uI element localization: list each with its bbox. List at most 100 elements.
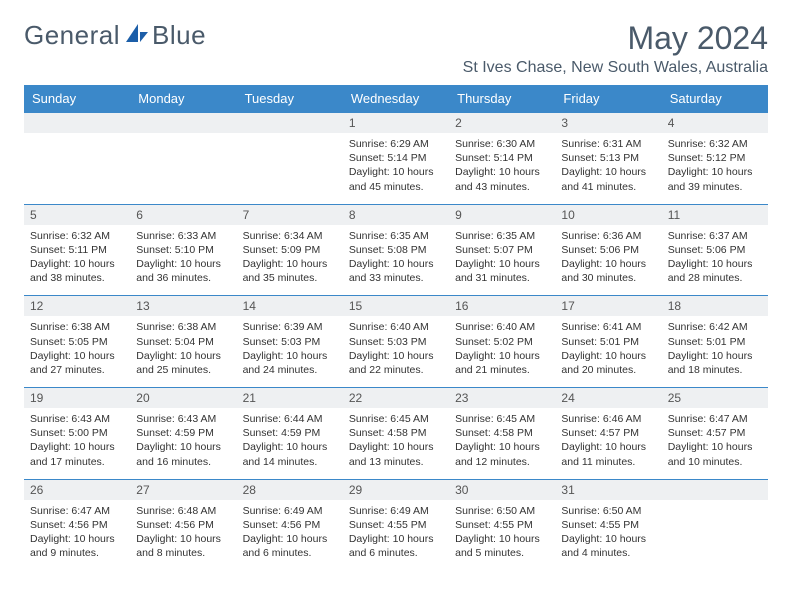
- location: St Ives Chase, New South Wales, Australi…: [463, 59, 768, 77]
- calendar-cell: 2Sunrise: 6:30 AMSunset: 5:14 PMDaylight…: [449, 113, 555, 205]
- sunset-text: Sunset: 5:01 PM: [668, 335, 762, 349]
- sunset-text: Sunset: 5:05 PM: [30, 335, 124, 349]
- calendar-cell: 14Sunrise: 6:39 AMSunset: 5:03 PMDayligh…: [237, 296, 343, 388]
- daylight2-text: and 21 minutes.: [455, 363, 549, 377]
- calendar-cell: 12Sunrise: 6:38 AMSunset: 5:05 PMDayligh…: [24, 296, 130, 388]
- daylight1-text: Daylight: 10 hours: [30, 257, 124, 271]
- calendar-cell-empty: [130, 113, 236, 205]
- sunset-text: Sunset: 4:59 PM: [136, 426, 230, 440]
- daylight2-text: and 6 minutes.: [243, 546, 337, 560]
- sunrise-text: Sunrise: 6:40 AM: [349, 320, 443, 334]
- day-number: 29: [343, 480, 449, 500]
- sunset-text: Sunset: 5:11 PM: [30, 243, 124, 257]
- brand-logo: General Blue: [24, 20, 206, 51]
- daylight1-text: Daylight: 10 hours: [455, 165, 549, 179]
- calendar-cell: 15Sunrise: 6:40 AMSunset: 5:03 PMDayligh…: [343, 296, 449, 388]
- brand-part1: General: [24, 20, 120, 51]
- calendar-row: 19Sunrise: 6:43 AMSunset: 5:00 PMDayligh…: [24, 388, 768, 480]
- sunset-text: Sunset: 5:14 PM: [349, 151, 443, 165]
- sunrise-text: Sunrise: 6:34 AM: [243, 229, 337, 243]
- sunset-text: Sunset: 4:58 PM: [455, 426, 549, 440]
- day-number: 19: [24, 388, 130, 408]
- sunrise-text: Sunrise: 6:38 AM: [30, 320, 124, 334]
- day-number: 20: [130, 388, 236, 408]
- daylight1-text: Daylight: 10 hours: [455, 440, 549, 454]
- sunrise-text: Sunrise: 6:33 AM: [136, 229, 230, 243]
- calendar-cell: 23Sunrise: 6:45 AMSunset: 4:58 PMDayligh…: [449, 388, 555, 480]
- daylight2-text: and 4 minutes.: [561, 546, 655, 560]
- daylight2-text: and 25 minutes.: [136, 363, 230, 377]
- day-header: Tuesday: [237, 85, 343, 113]
- sunrise-text: Sunrise: 6:45 AM: [349, 412, 443, 426]
- calendar-cell: 7Sunrise: 6:34 AMSunset: 5:09 PMDaylight…: [237, 204, 343, 296]
- daylight2-text: and 17 minutes.: [30, 455, 124, 469]
- day-header: Thursday: [449, 85, 555, 113]
- calendar-cell: 19Sunrise: 6:43 AMSunset: 5:00 PMDayligh…: [24, 388, 130, 480]
- day-number: 23: [449, 388, 555, 408]
- sunset-text: Sunset: 4:57 PM: [561, 426, 655, 440]
- daylight1-text: Daylight: 10 hours: [561, 532, 655, 546]
- sunrise-text: Sunrise: 6:37 AM: [668, 229, 762, 243]
- daylight2-text: and 35 minutes.: [243, 271, 337, 285]
- sunrise-text: Sunrise: 6:48 AM: [136, 504, 230, 518]
- day-number: 16: [449, 296, 555, 316]
- daylight2-text: and 12 minutes.: [455, 455, 549, 469]
- daylight1-text: Daylight: 10 hours: [561, 349, 655, 363]
- daylight2-text: and 31 minutes.: [455, 271, 549, 285]
- daylight2-text: and 41 minutes.: [561, 180, 655, 194]
- daylight1-text: Daylight: 10 hours: [30, 532, 124, 546]
- daylight1-text: Daylight: 10 hours: [243, 440, 337, 454]
- day-number: 27: [130, 480, 236, 500]
- day-header: Friday: [555, 85, 661, 113]
- daylight2-text: and 9 minutes.: [30, 546, 124, 560]
- day-header: Wednesday: [343, 85, 449, 113]
- sunset-text: Sunset: 4:56 PM: [243, 518, 337, 532]
- daylight2-text: and 30 minutes.: [561, 271, 655, 285]
- calendar-row: 5Sunrise: 6:32 AMSunset: 5:11 PMDaylight…: [24, 204, 768, 296]
- day-number-empty: [130, 113, 236, 133]
- sunrise-text: Sunrise: 6:35 AM: [455, 229, 549, 243]
- sunrise-text: Sunrise: 6:36 AM: [561, 229, 655, 243]
- day-number: 15: [343, 296, 449, 316]
- daylight2-text: and 27 minutes.: [30, 363, 124, 377]
- sunset-text: Sunset: 5:01 PM: [561, 335, 655, 349]
- sunset-text: Sunset: 4:55 PM: [455, 518, 549, 532]
- calendar-row: 1Sunrise: 6:29 AMSunset: 5:14 PMDaylight…: [24, 113, 768, 205]
- daylight1-text: Daylight: 10 hours: [455, 257, 549, 271]
- sunrise-text: Sunrise: 6:35 AM: [349, 229, 443, 243]
- daylight1-text: Daylight: 10 hours: [668, 440, 762, 454]
- daylight1-text: Daylight: 10 hours: [243, 257, 337, 271]
- calendar-cell-empty: [237, 113, 343, 205]
- sunset-text: Sunset: 4:56 PM: [136, 518, 230, 532]
- day-number: 13: [130, 296, 236, 316]
- day-number: 10: [555, 205, 661, 225]
- day-number: 18: [662, 296, 768, 316]
- day-number: 22: [343, 388, 449, 408]
- sunrise-text: Sunrise: 6:40 AM: [455, 320, 549, 334]
- daylight2-text: and 24 minutes.: [243, 363, 337, 377]
- daylight1-text: Daylight: 10 hours: [243, 532, 337, 546]
- daylight2-text: and 43 minutes.: [455, 180, 549, 194]
- sunrise-text: Sunrise: 6:32 AM: [668, 137, 762, 151]
- sunset-text: Sunset: 5:13 PM: [561, 151, 655, 165]
- sunset-text: Sunset: 5:12 PM: [668, 151, 762, 165]
- calendar-cell: 11Sunrise: 6:37 AMSunset: 5:06 PMDayligh…: [662, 204, 768, 296]
- day-number: 3: [555, 113, 661, 133]
- header: General Blue May 2024 St Ives Chase, New…: [24, 20, 768, 77]
- day-number: 26: [24, 480, 130, 500]
- sunset-text: Sunset: 5:03 PM: [349, 335, 443, 349]
- calendar-cell: 20Sunrise: 6:43 AMSunset: 4:59 PMDayligh…: [130, 388, 236, 480]
- daylight1-text: Daylight: 10 hours: [349, 165, 443, 179]
- daylight2-text: and 39 minutes.: [668, 180, 762, 194]
- day-number: 1: [343, 113, 449, 133]
- calendar-cell: 5Sunrise: 6:32 AMSunset: 5:11 PMDaylight…: [24, 204, 130, 296]
- calendar-cell: 13Sunrise: 6:38 AMSunset: 5:04 PMDayligh…: [130, 296, 236, 388]
- month-title: May 2024: [463, 20, 768, 57]
- sunrise-text: Sunrise: 6:31 AM: [561, 137, 655, 151]
- day-number-empty: [662, 480, 768, 500]
- daylight2-text: and 28 minutes.: [668, 271, 762, 285]
- daylight1-text: Daylight: 10 hours: [136, 349, 230, 363]
- day-number: 12: [24, 296, 130, 316]
- sunrise-text: Sunrise: 6:50 AM: [561, 504, 655, 518]
- daylight2-text: and 5 minutes.: [455, 546, 549, 560]
